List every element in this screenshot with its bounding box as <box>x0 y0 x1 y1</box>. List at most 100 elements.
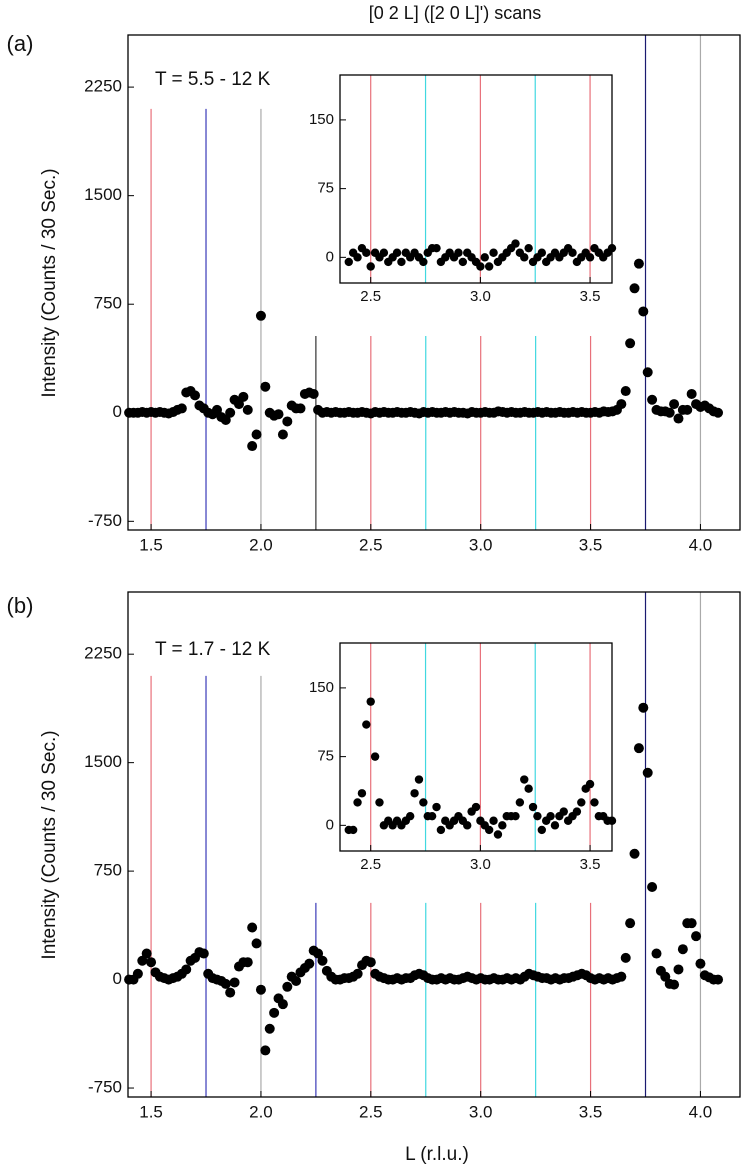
y-axis-label: Intensity (Counts / 30 Sec.) <box>39 730 60 959</box>
data-point <box>365 957 376 968</box>
data-point <box>419 798 428 807</box>
x-tick-label: 3.0 <box>469 536 493 555</box>
chart-title: [0 2 L] ([2 0 L]') scans <box>369 3 542 23</box>
x-tick-label: 2.0 <box>249 1103 273 1122</box>
y-tick-label: 750 <box>94 861 122 880</box>
axes-frame <box>127 591 741 1098</box>
data-point <box>141 948 152 959</box>
panel-label: (b) <box>7 593 34 618</box>
data-point <box>229 977 240 988</box>
data-point <box>585 779 595 789</box>
data-point <box>454 248 463 257</box>
data-point <box>484 262 494 271</box>
data-point <box>410 789 419 798</box>
data-point <box>498 821 507 830</box>
data-point <box>432 243 441 253</box>
data-point <box>642 367 653 378</box>
data-point <box>489 248 498 257</box>
y-tick-label: 2250 <box>84 77 122 96</box>
data-point <box>432 802 441 812</box>
data-point <box>357 789 367 798</box>
data-point <box>362 720 371 729</box>
annotation: T = 1.7 - 12 K <box>155 639 271 660</box>
data-point <box>489 816 498 825</box>
data-point <box>238 391 249 402</box>
x-tick-label: 3.0 <box>470 288 491 305</box>
data-point <box>647 882 658 893</box>
y-tick-label: 0 <box>113 402 122 421</box>
data-point <box>282 981 293 992</box>
data-point <box>247 441 258 452</box>
data-point <box>242 404 253 415</box>
data-point <box>633 743 644 754</box>
y-tick-label: 150 <box>309 111 334 128</box>
data-point <box>251 938 262 949</box>
data-point <box>511 811 520 821</box>
data-point <box>625 918 636 929</box>
data-point <box>476 262 485 271</box>
data-point <box>471 802 481 812</box>
data-point <box>295 403 306 414</box>
y-tick-label: -750 <box>88 511 122 530</box>
y-tick-label: 750 <box>94 294 122 313</box>
data-point <box>660 971 671 982</box>
data-point <box>520 253 529 262</box>
y-tick-label: 75 <box>317 180 334 197</box>
axes-frame <box>339 74 613 284</box>
y-tick-label: -750 <box>88 1078 122 1097</box>
x-tick-label: 3.0 <box>469 1103 493 1122</box>
x-tick-label: 2.5 <box>360 288 381 305</box>
data-point <box>366 697 375 706</box>
data-point <box>181 964 192 975</box>
data-point <box>616 971 627 982</box>
data-point <box>607 816 617 825</box>
data-point <box>590 798 599 807</box>
data-point <box>436 825 446 835</box>
data-point <box>669 399 680 410</box>
data-point <box>414 775 424 784</box>
data-point <box>511 239 520 248</box>
data-point <box>225 987 236 998</box>
y-tick-label: 75 <box>317 748 334 765</box>
data-point <box>572 807 582 816</box>
data-point <box>220 415 231 425</box>
data-point <box>620 952 631 963</box>
x-tick-label: 1.5 <box>139 536 163 555</box>
data-point <box>638 306 649 317</box>
y-tick-label: 2250 <box>84 644 122 663</box>
data-point <box>190 390 201 401</box>
y-tick-label: 0 <box>326 248 334 265</box>
data-point <box>585 253 595 262</box>
data-point <box>176 403 187 414</box>
data-point <box>524 243 533 253</box>
data-point <box>463 821 472 830</box>
data-point <box>313 948 324 959</box>
axes-frame <box>127 34 741 531</box>
data-point <box>629 848 640 859</box>
data-point <box>269 1007 280 1018</box>
x-tick-label: 3.5 <box>579 1103 603 1122</box>
data-point <box>344 257 353 267</box>
x-tick-label: 2.5 <box>359 536 383 555</box>
data-point <box>362 248 371 257</box>
x-tick-label: 3.5 <box>580 288 601 305</box>
x-tick-label: 3.0 <box>470 856 491 873</box>
data-point <box>211 404 222 415</box>
x-tick-label: 2.5 <box>360 856 381 873</box>
data-point <box>458 257 468 267</box>
data-point <box>146 957 157 968</box>
data-point <box>480 253 489 262</box>
data-point <box>348 825 358 835</box>
data-point <box>427 811 437 821</box>
data-point <box>233 399 244 410</box>
data-point <box>379 248 389 257</box>
data-point <box>713 407 724 418</box>
data-point <box>353 798 362 807</box>
y-tick-label: 1500 <box>84 185 122 204</box>
data-point <box>366 262 375 271</box>
data-point <box>260 1045 271 1056</box>
data-point <box>220 978 231 989</box>
data-point <box>520 775 529 784</box>
data-point <box>546 811 555 821</box>
data-point <box>686 918 697 929</box>
